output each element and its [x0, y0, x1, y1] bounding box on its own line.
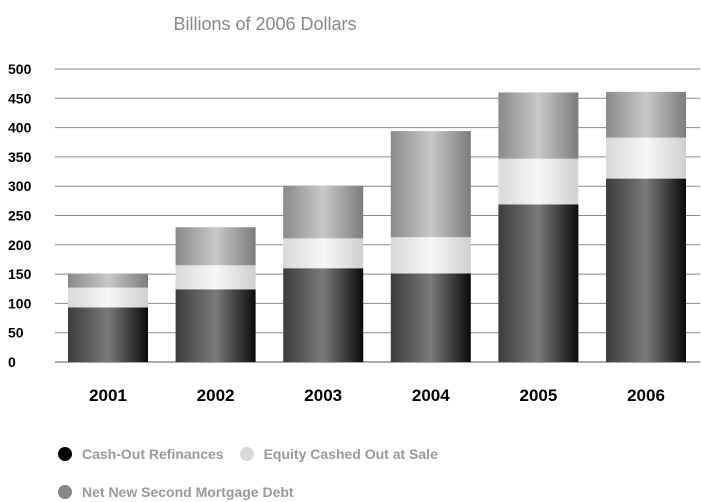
legend-row-1: Cash-Out Refinances Equity Cashed Out at…: [58, 446, 454, 462]
legend-item-cash-out: Cash-Out Refinances: [58, 446, 224, 462]
legend-label-equity-cashed-out: Equity Cashed Out at Sale: [263, 446, 438, 462]
bar-segment: [68, 287, 148, 308]
x-tick-label: 2001: [89, 386, 127, 405]
y-tick-label: 300: [8, 178, 32, 194]
y-tick-label: 400: [8, 120, 32, 136]
y-tick-label: 200: [8, 237, 32, 253]
legend-item-equity-cashed-out: Equity Cashed Out at Sale: [239, 446, 438, 462]
y-tick-label: 450: [8, 90, 32, 106]
x-tick-label: 2006: [627, 386, 665, 405]
legend-swatch-second-mortgage: [58, 485, 72, 499]
x-axis-ticks: 2001 2002 2003 2004 2005 2006: [89, 386, 665, 405]
bar-segment: [606, 91, 686, 138]
y-axis-ticks: 0 50 100 150 200 250 300 350 400 450 500: [8, 61, 32, 370]
y-tick-label: 50: [8, 325, 24, 341]
y-tick-label: 0: [8, 354, 16, 370]
bar-segment: [283, 238, 364, 269]
bar-segment: [175, 265, 256, 290]
bars: [68, 91, 686, 362]
bar-segment: [606, 178, 686, 362]
legend-swatch-equity-cashed-out: [239, 447, 254, 461]
x-tick-label: 2003: [304, 386, 342, 405]
bar-segment: [283, 185, 364, 239]
bar-segment: [175, 227, 256, 266]
bar-segment: [283, 268, 364, 362]
bar-segment: [390, 237, 471, 274]
legend-label-cash-out: Cash-Out Refinances: [82, 446, 224, 462]
y-tick-label: 250: [8, 208, 32, 224]
legend-item-second-mortgage: Net New Second Mortgage Debt: [58, 484, 294, 500]
legend-label-second-mortgage: Net New Second Mortgage Debt: [82, 484, 294, 500]
bar-segment: [68, 307, 148, 362]
bar-segment: [606, 137, 686, 179]
y-tick-label: 500: [8, 61, 32, 77]
x-tick-label: 2004: [412, 386, 450, 405]
x-tick-label: 2005: [519, 386, 557, 405]
bar-segment: [175, 289, 256, 362]
x-tick-label: 2002: [197, 386, 235, 405]
y-tick-label: 350: [8, 149, 32, 165]
bar-segment: [498, 204, 579, 362]
chart-subtitle: Billions of 2006 Dollars: [173, 14, 357, 34]
y-tick-label: 100: [8, 295, 32, 311]
bar-segment: [498, 92, 579, 159]
bar-segment: [498, 158, 579, 205]
gridlines: [55, 68, 700, 363]
bar-segment: [68, 273, 148, 288]
legend-row-2: Net New Second Mortgage Debt: [58, 484, 310, 500]
legend-swatch-cash-out: [58, 447, 72, 461]
bar-segment: [390, 273, 471, 362]
bar-segment: [390, 131, 471, 238]
y-tick-label: 150: [8, 266, 32, 282]
